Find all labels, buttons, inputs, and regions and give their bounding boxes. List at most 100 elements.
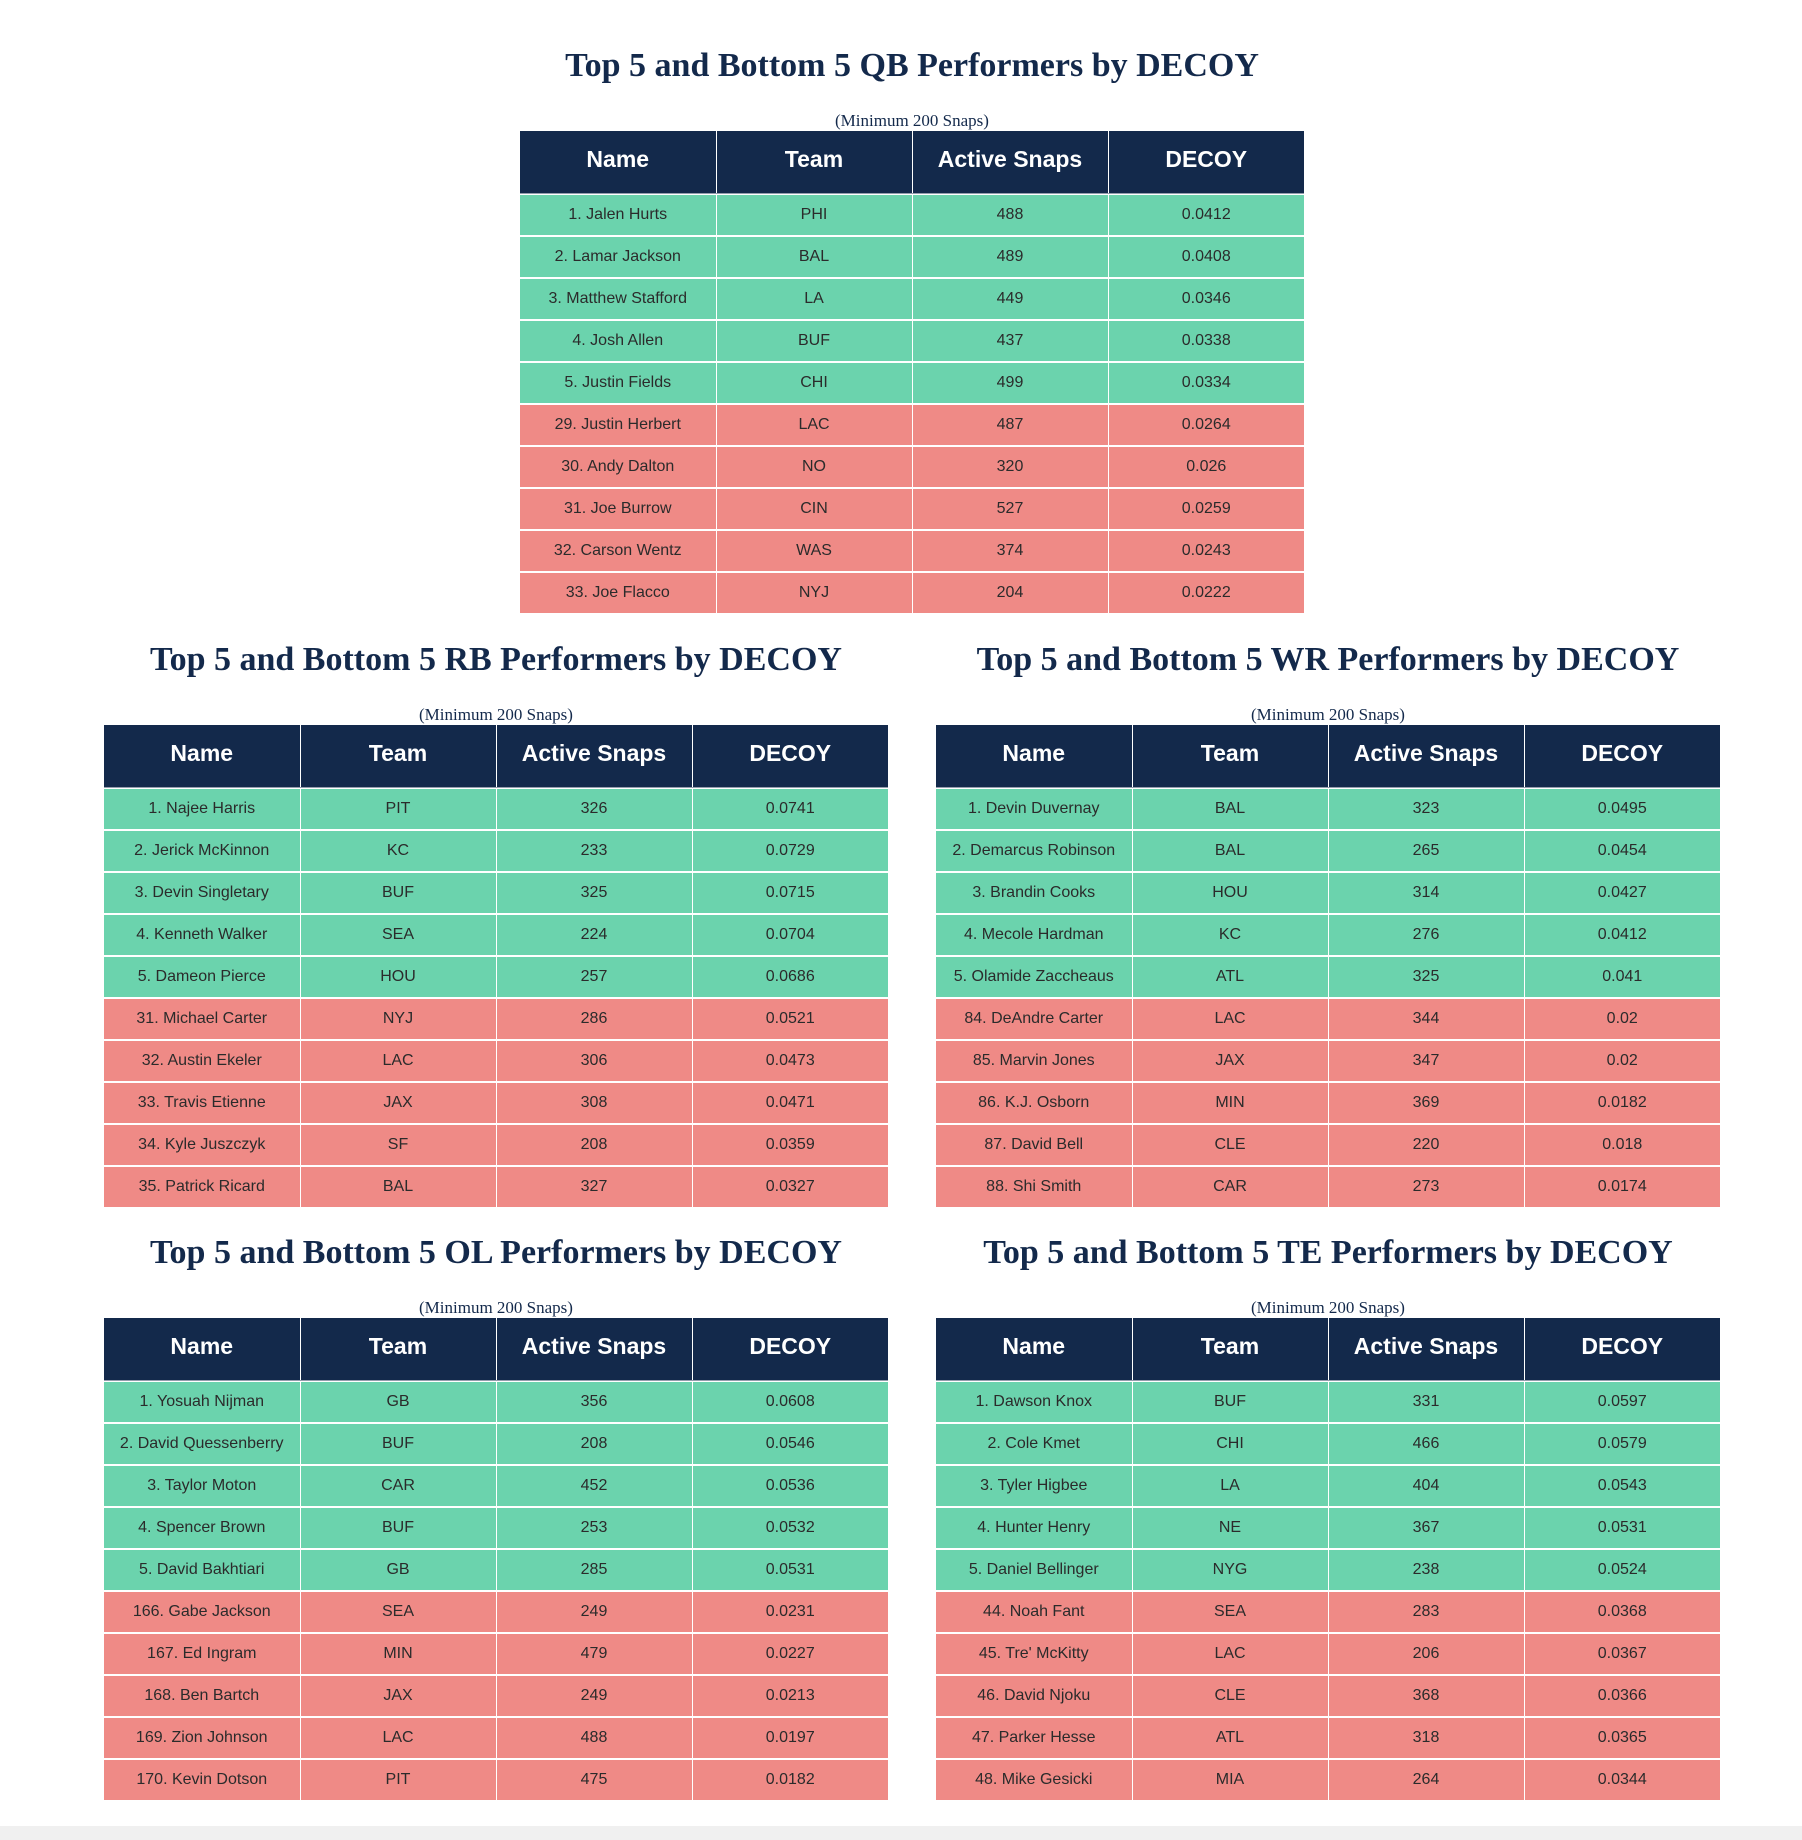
cell-decoy: 0.0543: [1523, 1464, 1720, 1507]
wr-header-row: Name Team Active Snaps DECOY: [936, 725, 1720, 788]
cell-name: 3. Devin Singletary: [104, 871, 300, 914]
cell-team: SEA: [1131, 1590, 1328, 1633]
table-row: 85. Marvin Jones JAX 347 0.02: [936, 1039, 1720, 1082]
cell-decoy: 0.0532: [691, 1506, 888, 1549]
cell-name: 5. Dameon Pierce: [104, 955, 300, 998]
cell-active-snaps: 208: [495, 1422, 692, 1465]
cell-name: 3. Brandin Cooks: [936, 871, 1132, 914]
cell-team: CAR: [1131, 1165, 1328, 1207]
cell-name: 86. K.J. Osborn: [936, 1081, 1132, 1124]
cell-team: KC: [299, 829, 496, 872]
cell-team: BUF: [1131, 1380, 1328, 1423]
te-table-body: 1. Dawson Knox BUF 331 0.0597 2. Cole Kmet CH…: [936, 1380, 1720, 1800]
cell-decoy: 0.02: [1523, 997, 1720, 1040]
table-row: 3. Tyler Higbee LA 404 0.0543: [936, 1464, 1720, 1507]
cell-decoy: 0.0259: [1107, 487, 1304, 530]
cell-decoy: 0.0608: [691, 1380, 888, 1423]
cell-team: CHI: [1131, 1422, 1328, 1465]
wr-table: Name Team Active Snaps DECOY 1. Devin Du…: [936, 725, 1720, 1207]
cell-team: CLE: [1131, 1674, 1328, 1717]
cell-active-snaps: 347: [1327, 1039, 1524, 1082]
ol-table-panel: Top 5 and Bottom 5 OL Performers by DECO…: [104, 1233, 888, 1800]
cell-decoy: 0.0427: [1523, 871, 1720, 914]
table-row: 2. Demarcus Robinson BAL 265 0.0454: [936, 829, 1720, 872]
wr-table-subtitle: (Minimum 200 Snaps): [1251, 705, 1405, 724]
cell-name: 46. David Njoku: [936, 1674, 1132, 1717]
col-header-team: Team: [715, 131, 912, 194]
cell-decoy: 0.0197: [691, 1716, 888, 1759]
col-header-decoy: DECOY: [691, 1318, 888, 1381]
cell-name: 5. David Bakhtiari: [104, 1548, 300, 1591]
cell-name: 1. Dawson Knox: [936, 1380, 1132, 1423]
cell-active-snaps: 320: [911, 445, 1108, 488]
cell-name: 88. Shi Smith: [936, 1165, 1132, 1207]
table-row: 5. Daniel Bellinger NYG 238 0.0524: [936, 1548, 1720, 1591]
col-header-name: Name: [520, 131, 716, 194]
table-row: 5. Justin Fields CHI 499 0.0334: [520, 361, 1304, 404]
cell-name: 167. Ed Ingram: [104, 1632, 300, 1675]
cell-name: 2. Jerick McKinnon: [104, 829, 300, 872]
te-header-row: Name Team Active Snaps DECOY: [936, 1318, 1720, 1381]
table-row: 46. David Njoku CLE 368 0.0366: [936, 1674, 1720, 1717]
table-row: 2. Cole Kmet CHI 466 0.0579: [936, 1422, 1720, 1465]
cell-active-snaps: 204: [911, 571, 1108, 613]
cell-name: 29. Justin Herbert: [520, 403, 716, 446]
table-row: 1. Najee Harris PIT 326 0.0741: [104, 787, 888, 830]
cell-active-snaps: 276: [1327, 913, 1524, 956]
cell-team: GB: [299, 1380, 496, 1423]
cell-team: CIN: [715, 487, 912, 530]
rb-header-row: Name Team Active Snaps DECOY: [104, 725, 888, 788]
table-row: 2. Lamar Jackson BAL 489 0.0408: [520, 235, 1304, 278]
cell-team: LAC: [299, 1039, 496, 1082]
cell-active-snaps: 285: [495, 1548, 692, 1591]
te-table-title: Top 5 and Bottom 5 TE Performers by DECO…: [983, 1234, 1673, 1271]
cell-active-snaps: 323: [1327, 787, 1524, 830]
table-row: 30. Andy Dalton NO 320 0.026: [520, 445, 1304, 488]
rb-table-title: Top 5 and Bottom 5 RB Performers by DECO…: [150, 641, 842, 678]
rb-table-body: 1. Najee Harris PIT 326 0.0741 2. Jerick McK…: [104, 787, 888, 1207]
cell-team: NO: [715, 445, 912, 488]
col-header-name: Name: [936, 725, 1132, 788]
cell-name: 4. Kenneth Walker: [104, 913, 300, 956]
cell-name: 4. Mecole Hardman: [936, 913, 1132, 956]
cell-decoy: 0.0231: [691, 1590, 888, 1633]
cell-name: 48. Mike Gesicki: [936, 1758, 1132, 1800]
cell-decoy: 0.0182: [691, 1758, 888, 1800]
cell-team: PIT: [299, 787, 496, 830]
cell-active-snaps: 327: [495, 1165, 692, 1207]
cell-name: 4. Josh Allen: [520, 319, 716, 362]
te-table-subtitle: (Minimum 200 Snaps): [1251, 1298, 1405, 1317]
cell-decoy: 0.026: [1107, 445, 1304, 488]
table-row: 86. K.J. Osborn MIN 369 0.0182: [936, 1081, 1720, 1124]
col-header-active-snaps: Active Snaps: [495, 1318, 692, 1381]
cell-team: MIN: [1131, 1081, 1328, 1124]
cell-decoy: 0.0536: [691, 1464, 888, 1507]
table-row: 45. Tre' McKitty LAC 206 0.0367: [936, 1632, 1720, 1675]
table-row: 31. Joe Burrow CIN 527 0.0259: [520, 487, 1304, 530]
cell-active-snaps: 325: [495, 871, 692, 914]
cell-name: 44. Noah Fant: [936, 1590, 1132, 1633]
ol-table-body: 1. Yosuah Nijman GB 356 0.0608 2. David Ques…: [104, 1380, 888, 1800]
cell-name: 1. Yosuah Nijman: [104, 1380, 300, 1423]
cell-active-snaps: 257: [495, 955, 692, 998]
qb-table: Name Team Active Snaps DECOY 1. Jalen Hu…: [520, 131, 1304, 613]
cell-decoy: 0.0715: [691, 871, 888, 914]
cell-active-snaps: 488: [911, 193, 1108, 236]
table-row: 32. Austin Ekeler LAC 306 0.0473: [104, 1039, 888, 1082]
col-header-decoy: DECOY: [691, 725, 888, 788]
col-header-decoy: DECOY: [1107, 131, 1304, 194]
table-row: 3. Matthew Stafford LA 449 0.0346: [520, 277, 1304, 320]
rb-table-subtitle: (Minimum 200 Snaps): [419, 705, 573, 724]
cell-team: PHI: [715, 193, 912, 236]
cell-decoy: 0.0741: [691, 787, 888, 830]
cell-team: LA: [715, 277, 912, 320]
cell-active-snaps: 331: [1327, 1380, 1524, 1423]
table-row: 2. Jerick McKinnon KC 233 0.0729: [104, 829, 888, 872]
cell-team: BAL: [299, 1165, 496, 1207]
cell-decoy: 0.0454: [1523, 829, 1720, 872]
cell-name: 45. Tre' McKitty: [936, 1632, 1132, 1675]
cell-active-snaps: 286: [495, 997, 692, 1040]
cell-decoy: 0.0686: [691, 955, 888, 998]
cell-decoy: 0.0704: [691, 913, 888, 956]
cell-decoy: 0.0412: [1107, 193, 1304, 236]
